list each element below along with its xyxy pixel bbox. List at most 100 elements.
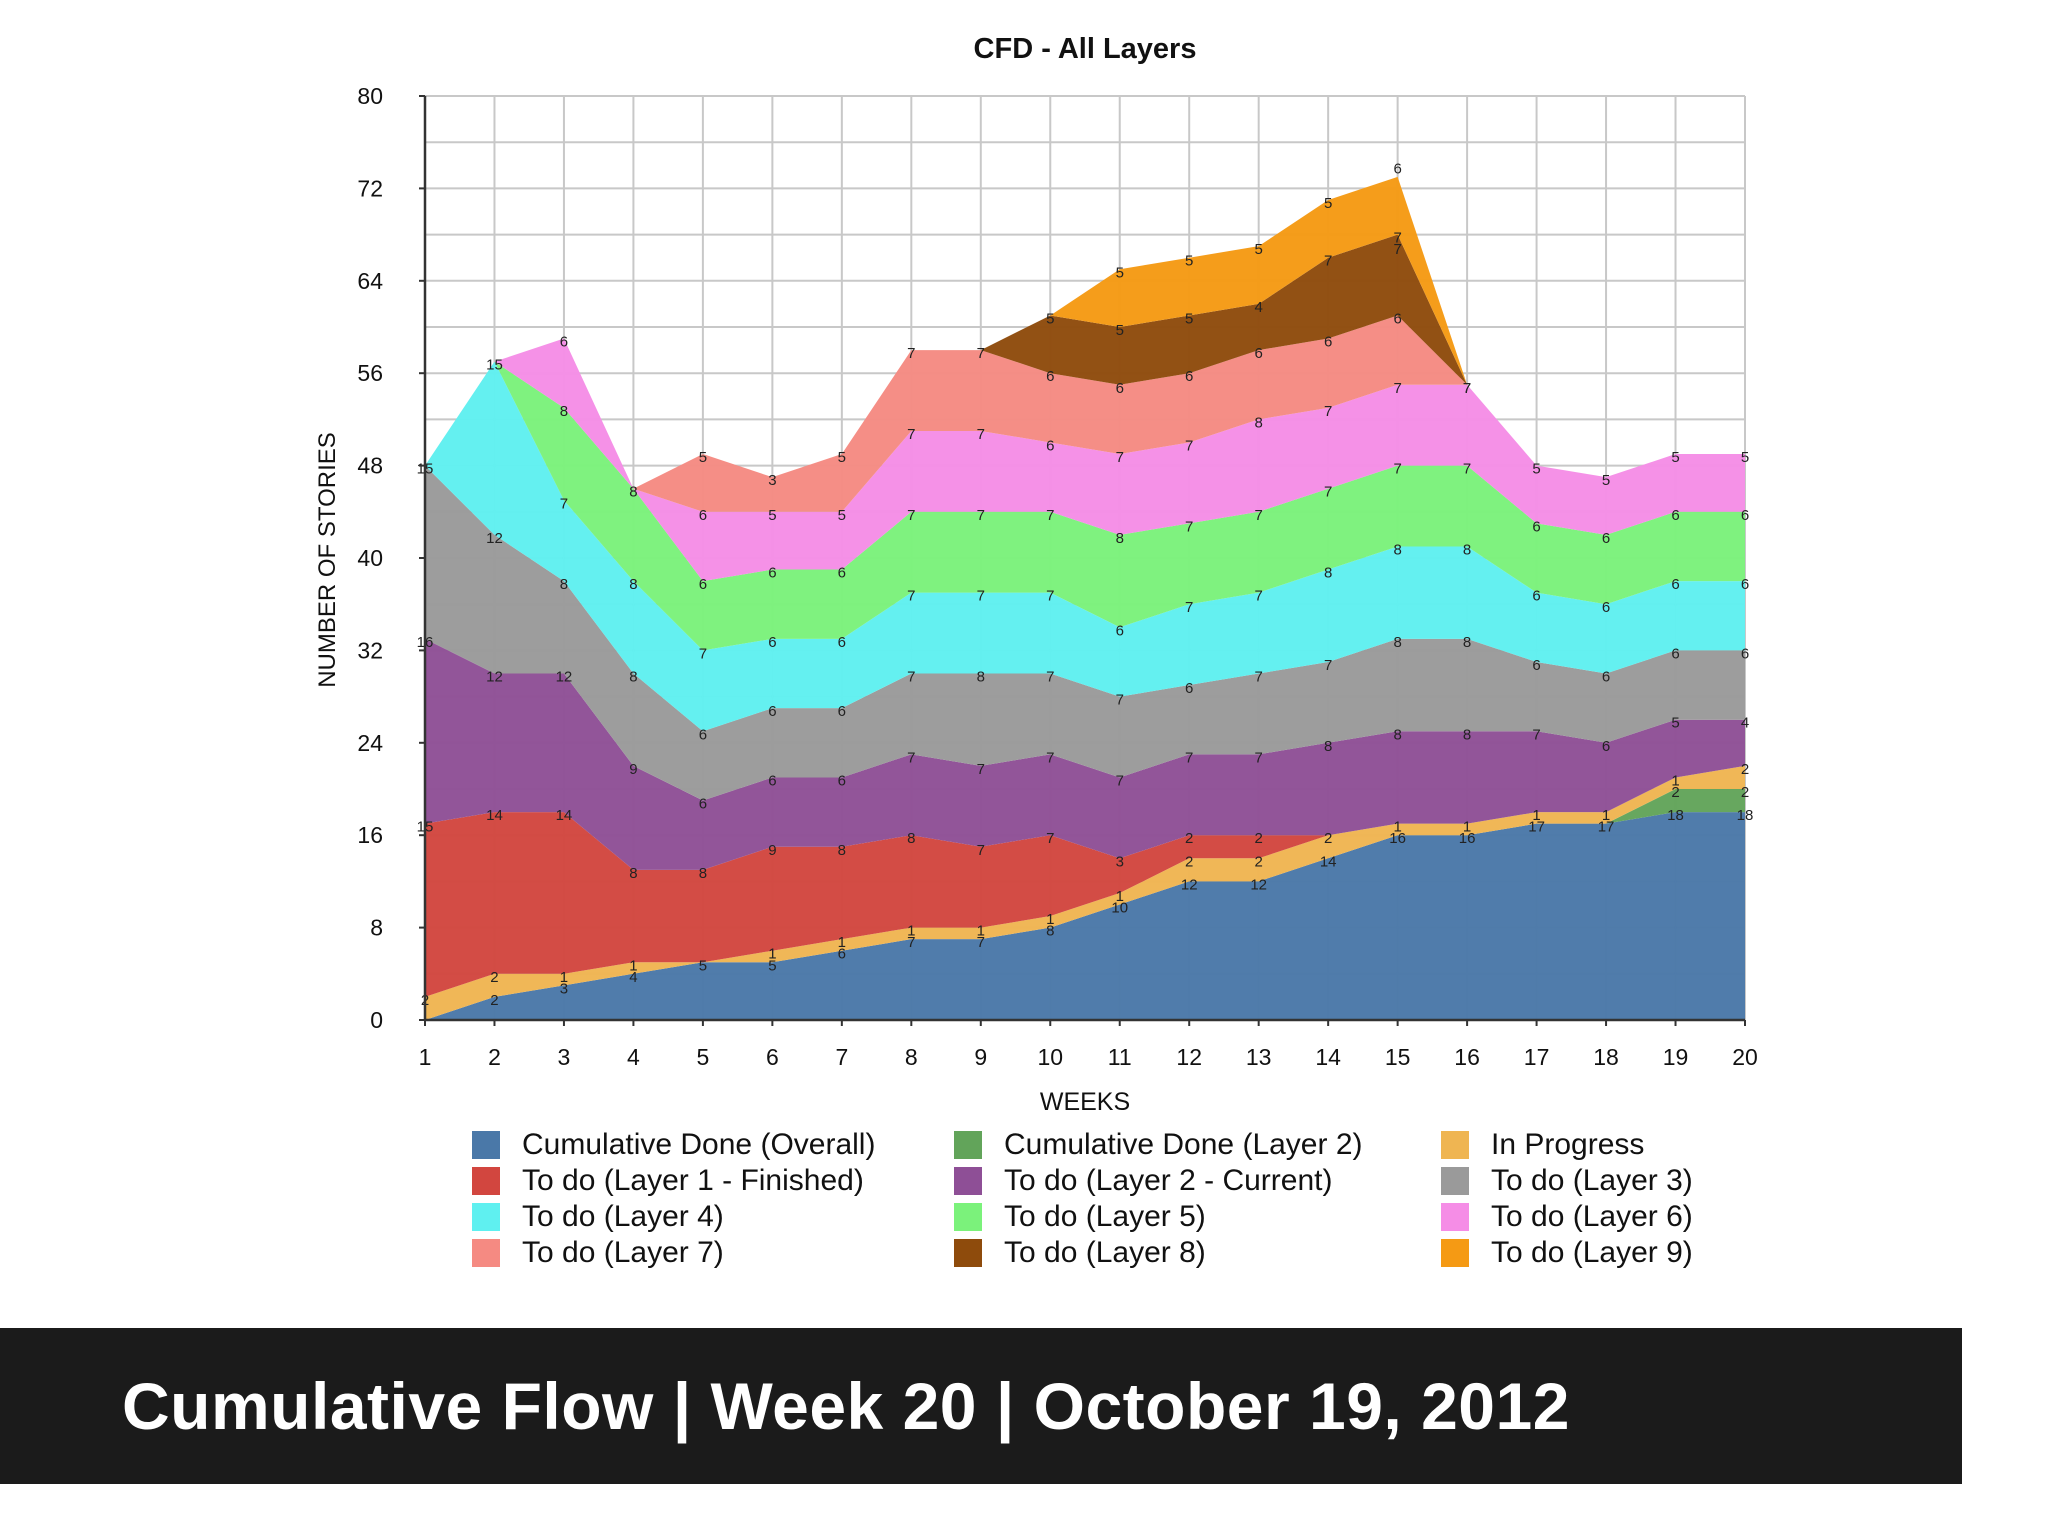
data-label: 5: [838, 507, 846, 524]
data-label: 7: [1046, 588, 1054, 605]
area-series-7: [425, 361, 1745, 651]
x-axis-label: WEEKS: [1040, 1088, 1130, 1116]
data-label: 6: [1671, 645, 1679, 662]
y-tick-label: 64: [357, 268, 383, 294]
data-label: 6: [1324, 334, 1332, 351]
data-label-annotation: 6: [1393, 160, 1401, 177]
data-label: 9: [768, 842, 776, 859]
data-label: 6: [1255, 345, 1263, 362]
data-label: 17: [1598, 819, 1615, 836]
x-tick-label: 14: [1315, 1044, 1341, 1070]
data-label: 1: [1393, 819, 1401, 836]
y-tick-label: 72: [357, 175, 383, 201]
data-label: 6: [1741, 576, 1749, 593]
data-label: 15: [486, 357, 503, 374]
x-tick-label: 3: [558, 1044, 571, 1070]
x-tick-label: 7: [835, 1044, 848, 1070]
data-label: 7: [907, 345, 915, 362]
chart-legend: Cumulative Done (Overall) Cumulative Done…: [472, 1128, 1772, 1269]
data-label: 7: [1255, 507, 1263, 524]
data-label: 5: [838, 449, 846, 466]
data-label: 8: [560, 403, 568, 420]
data-label: 7: [1116, 772, 1124, 789]
data-label: 7: [1046, 507, 1054, 524]
y-tick-label: 32: [357, 637, 383, 663]
x-tick-label: 15: [1385, 1044, 1411, 1070]
data-label: 7: [1046, 669, 1054, 686]
data-label: 5: [699, 449, 707, 466]
data-label: 2: [490, 992, 498, 1009]
data-labels: 2345567781012121416161717181822221111111…: [417, 160, 1754, 1009]
x-tick-label: 9: [974, 1044, 987, 1070]
x-tick-label: 13: [1246, 1044, 1272, 1070]
data-label: 6: [1532, 518, 1540, 535]
data-label: 5: [699, 957, 707, 974]
data-label: 7: [907, 426, 915, 443]
data-label: 7: [1463, 380, 1471, 397]
data-label: 7: [1324, 484, 1332, 501]
data-label: 7: [907, 588, 915, 605]
data-label: 5: [1255, 241, 1263, 258]
data-label: 7: [1185, 599, 1193, 616]
data-label: 6: [1741, 645, 1749, 662]
data-label: 6: [1602, 669, 1610, 686]
data-label: 16: [1389, 830, 1406, 847]
data-label: 8: [1324, 565, 1332, 582]
data-label: 6: [768, 703, 776, 720]
data-label: 1: [629, 957, 637, 974]
legend-item: In Progress: [1441, 1128, 1761, 1161]
x-tick-label: 8: [905, 1044, 918, 1070]
data-label: 5: [1741, 449, 1749, 466]
data-label: 6: [1741, 507, 1749, 524]
data-label: 3: [560, 980, 568, 997]
data-label: 12: [1181, 876, 1198, 893]
data-label: 12: [486, 530, 503, 547]
legend-swatch: [954, 1238, 982, 1267]
legend-swatch: [1441, 1202, 1469, 1231]
data-label: 12: [486, 669, 503, 686]
data-label: 1: [1116, 888, 1124, 905]
data-label: 7: [1185, 438, 1193, 455]
data-label: 9: [629, 761, 637, 778]
x-tick-label: 19: [1663, 1044, 1689, 1070]
data-label: 8: [1324, 738, 1332, 755]
data-label: 7: [977, 345, 985, 362]
data-label: 6: [838, 772, 846, 789]
y-tick-label: 40: [357, 545, 383, 571]
data-label: 2: [490, 969, 498, 986]
data-label: 7: [1324, 657, 1332, 674]
data-label: 12: [1250, 876, 1267, 893]
data-label: 8: [560, 576, 568, 593]
area-series-8: [425, 338, 1745, 582]
data-label: 2: [1671, 784, 1679, 801]
data-label: 7: [977, 426, 985, 443]
x-tick-label: 11: [1108, 1044, 1132, 1070]
data-label: 14: [556, 807, 573, 824]
data-label: 7: [907, 934, 915, 951]
y-tick-label: 80: [357, 83, 383, 109]
data-label: 8: [838, 842, 846, 859]
data-label-annotation: 7: [1393, 241, 1401, 258]
data-label: 4: [629, 969, 637, 986]
area-series-2: [425, 765, 1745, 1020]
data-label: 6: [838, 703, 846, 720]
data-label: 5: [1116, 322, 1124, 339]
legend-label: To do (Layer 1 - Finished): [522, 1163, 864, 1197]
area-series-3: [425, 765, 1745, 997]
data-label: 1: [977, 923, 985, 940]
data-label: 7: [1393, 380, 1401, 397]
legend-label: To do (Layer 3): [1491, 1163, 1693, 1197]
data-label: 6: [1185, 368, 1193, 385]
data-label: 1: [1671, 772, 1679, 789]
x-tick-label: 18: [1593, 1044, 1619, 1070]
legend-item: To do (Layer 9): [1441, 1236, 1761, 1269]
data-label: 8: [629, 669, 637, 686]
data-label: 6: [560, 334, 568, 351]
data-label: 6: [1671, 576, 1679, 593]
data-label: 7: [977, 507, 985, 524]
legend-swatch: [1441, 1238, 1469, 1267]
legend-item: Cumulative Done (Layer 2): [954, 1128, 1441, 1161]
data-label: 16: [1459, 830, 1476, 847]
